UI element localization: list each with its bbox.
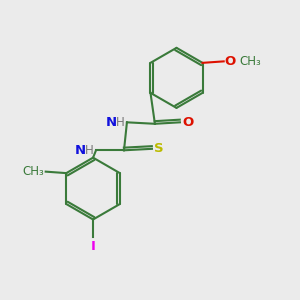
Text: H: H — [85, 144, 94, 157]
Text: N: N — [106, 116, 117, 129]
Text: O: O — [224, 55, 236, 68]
Text: N: N — [75, 144, 86, 157]
Text: CH₃: CH₃ — [22, 165, 44, 178]
Text: O: O — [182, 116, 194, 129]
Text: I: I — [91, 240, 95, 253]
Text: S: S — [154, 142, 164, 155]
Text: H: H — [116, 116, 124, 129]
Text: CH₃: CH₃ — [239, 55, 261, 68]
